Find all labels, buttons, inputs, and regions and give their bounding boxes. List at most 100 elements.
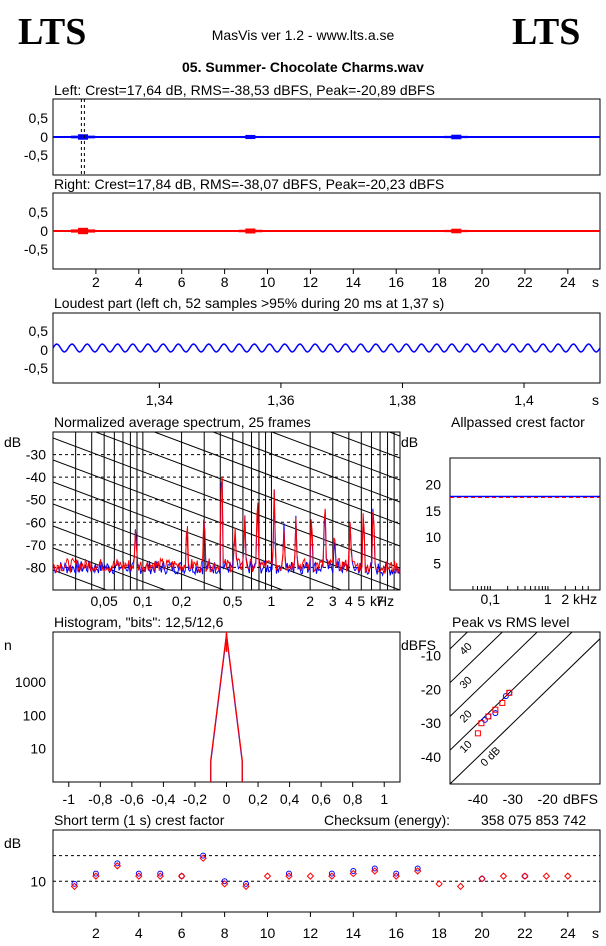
right-waveform-xaxis: 2 4 6 8 10 12 14 16 18 20 22 24 s [92,269,599,290]
left-waveform-burst-tail-0 [71,135,96,139]
right-xtick-4: 10 [260,274,276,290]
right-waveform-plot [53,227,600,235]
spec-slope-20 [53,636,400,766]
histogram-xtick-3: -0,4 [151,791,175,807]
spectrum-xtick-4: 1 [268,593,276,609]
loudest-ytick-1: 0 [40,342,48,358]
checksum-label: Checksum (energy): [324,812,450,828]
pvr-yaxis: -10 -20 -30 -40 [421,648,441,765]
right-waveform-title: Right: Crest=17,84 dB, RMS=-38,07 dBFS, … [54,176,444,192]
pvr-yunit: dBFS [401,637,436,653]
allpassed-ytick-0: 20 [425,476,441,492]
allpassed-ytick-2: 10 [425,529,441,545]
spectrum-chart: Normalized average spectrum, 25 frames d… [4,414,401,766]
right-xtick-2: 6 [178,274,186,290]
allpassed-yaxis: 20 15 10 5 [425,476,441,571]
spec-slope-9 [153,432,400,525]
stc-right-point-7 [220,880,229,888]
stc-right-point-0 [70,882,79,891]
allpassed-ytick-3: 5 [433,556,441,572]
pvr-plot: 40 30 20 10 0 dB [450,632,600,784]
stc-left-point-14 [414,865,421,872]
histogram-xtick-4: -0,2 [183,791,207,807]
right-xtick-11: 24 [560,274,576,290]
stc-right-point-23 [564,872,572,880]
pvr-diagonal-label-0: 40 [458,641,475,658]
spectrum-xtick-3: 0,5 [223,593,243,609]
spec-slope-6 [329,432,400,459]
pvr-ytick-3: -40 [421,749,441,765]
allpassed-xunit: kHz [573,591,597,607]
stc-left-point-9 [285,870,292,877]
spectrum-xtick-9: 7 [376,593,384,609]
spectrum-xtick-5: 2 [306,593,314,609]
stc-ytick-0: 10 [30,873,46,889]
spec-slope-18 [53,592,400,722]
right-xunit: s [592,274,599,290]
right-xtick-7: 16 [388,274,404,290]
pvr-right-point-4 [499,699,506,706]
spectrum-xtick-0: 0,05 [91,593,118,609]
left-waveform-burst-tail-1 [238,135,263,139]
spectrum-ytick-5: -80 [26,559,46,575]
loudest-xtick-1: 1,36 [267,392,294,408]
pvr-xaxis: -40 -30 -20 dBFS [468,791,598,807]
stc-right-point-17 [435,880,443,888]
spectrum-xunit: kHz [370,593,394,609]
right-ytick-2: -0,5 [24,241,48,257]
right-xtick-10: 22 [517,274,533,290]
allpassed-xtick-0: 0,1 [481,591,501,607]
spectrum-title: Normalized average spectrum, 25 frames [54,414,311,430]
histogram-ytick-0: 1000 [15,674,46,690]
spec-slope-10 [94,432,400,547]
spectrum-xtick-2: 0,2 [172,593,192,609]
loudest-xtick-0: 1,34 [146,392,173,408]
spec-slope-7 [270,432,400,481]
stc-right-point-22 [542,872,551,880]
spec-slope-11 [53,437,400,569]
pvr-right-point-3 [492,706,499,713]
allpassed-crest-chart: Allpassed crest factor dB 20 15 10 5 0,1 1 2 k… [401,414,601,607]
histogram-ytick-1: 100 [23,707,47,723]
stc-yunit: dB [4,835,21,851]
checksum-value: 358 075 853 742 [481,812,586,828]
pvr-left-point-1 [485,713,492,720]
loudest-ytick-2: -0,5 [24,360,48,376]
stc-right-point-10 [285,872,293,880]
spectrum-xtick-8: 5 [357,593,365,609]
allpassed-xaxis: 0,1 1 2 kHz [472,586,597,607]
stc-right-point-21 [521,872,529,880]
loudest-xtick-2: 1,38 [389,392,416,408]
right-ytick-1: 0 [40,223,48,239]
stc-xtick-7: 16 [388,925,404,941]
logo-right: LTS [512,11,580,53]
loudest-xaxis: 1,34 1,36 1,38 1,4 s [146,383,599,408]
spectrum-xtick-7: 4 [345,593,353,609]
pvr-ytick-0: -10 [421,648,441,664]
pvr-right-point-0 [474,730,481,737]
histogram-xtick-9: 0,8 [343,791,363,807]
histogram-ytick-2: 10 [30,741,46,757]
histogram-xtick-0: -1 [63,791,76,807]
histogram-xaxis: -1 -0,8 -0,6 -0,4 -0,2 0 0,2 0,4 0,6 0,8 1 [63,782,388,807]
pvr-xunit: dBFS [563,791,598,807]
right-xtick-1: 4 [135,274,143,290]
right-waveform-burst-tail-1 [238,229,263,233]
right-waveform-burst-tail-0 [71,229,96,233]
pvr-diagonals [450,632,600,784]
allpassed-xtick-2: 2 [561,591,569,607]
histogram-xtick-2: -0,6 [120,791,144,807]
right-waveform-burst-tail-2 [444,229,469,233]
spectrum-right-trace [52,476,401,574]
allpassed-ytick-1: 15 [425,503,441,519]
stc-right-point-12 [328,872,336,880]
stc-right-point-14 [371,867,379,875]
right-waveform-chart: Right: Crest=17,84 dB, RMS=-38,07 dBFS, … [24,176,601,290]
spectrum-yunit: dB [4,434,21,450]
left-waveform-plot [53,99,600,175]
pvr-left-point-2 [492,710,499,717]
left-ytick-0: 0,5 [29,110,49,126]
